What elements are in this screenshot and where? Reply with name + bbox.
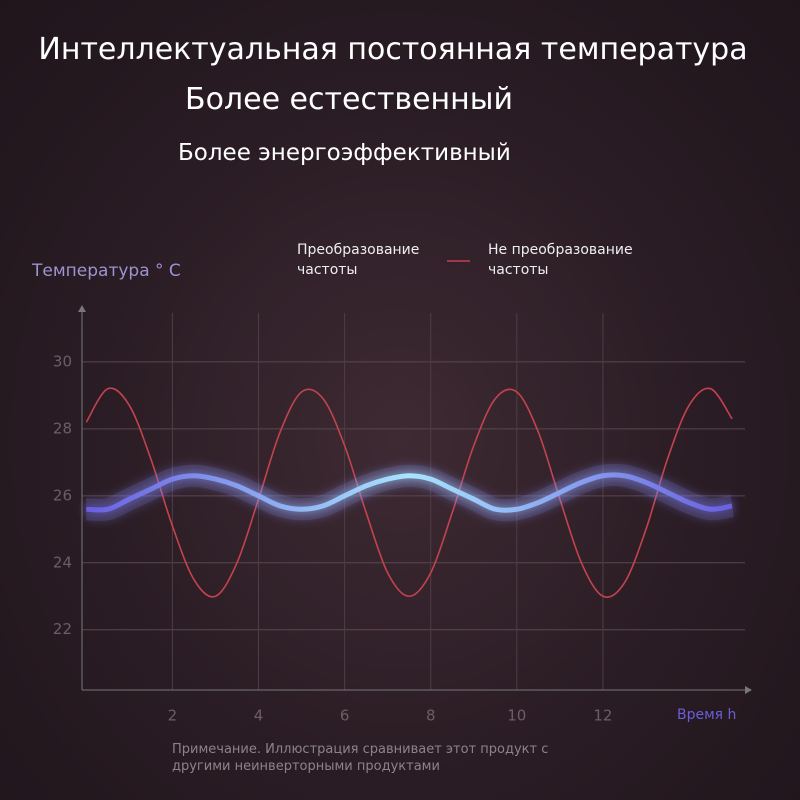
x-tick-label: 4 — [254, 707, 264, 725]
x-tick-label: 10 — [507, 707, 526, 725]
line — [86, 472, 733, 513]
line — [85, 387, 733, 598]
x-tick-label: 8 — [426, 707, 436, 725]
y-tick-label: 26 — [53, 486, 72, 504]
y-tick-label: 24 — [53, 553, 72, 571]
x-tick-label: 12 — [593, 707, 612, 725]
legend-label: Не преобразование частоты — [488, 242, 633, 278]
y-arrow — [78, 305, 86, 312]
x-arrow — [745, 686, 752, 694]
x-tick-label: 2 — [168, 707, 178, 725]
y-tick-label: 22 — [53, 620, 72, 638]
y-tick-label: 30 — [53, 352, 72, 370]
subtitle: Более естественный — [185, 82, 513, 117]
y-axis-title: Температура ° C — [32, 261, 181, 281]
title: Интеллектуальная постоянная температура — [38, 32, 748, 67]
x-tick-label: 6 — [340, 707, 350, 725]
legend-label: Преобразование частоты — [297, 242, 420, 278]
note: Примечание. Иллюстрация сравнивает этот … — [172, 742, 549, 774]
subtitle: Более энергоэффективный — [178, 140, 511, 166]
x-axis-title: Время h — [677, 707, 737, 723]
y-tick-label: 28 — [53, 419, 72, 437]
